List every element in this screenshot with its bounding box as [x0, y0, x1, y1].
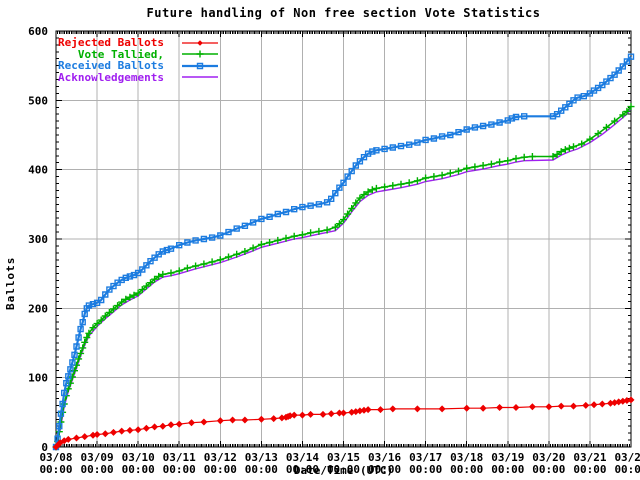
svg-text:03/18: 03/18 — [450, 451, 483, 464]
y-axis-title: Ballots — [4, 256, 17, 310]
svg-text:03/10: 03/10 — [122, 451, 155, 464]
legend-sample-line-icon — [182, 72, 218, 82]
svg-text:00:00: 00:00 — [368, 463, 401, 476]
svg-text:03/15: 03/15 — [327, 451, 360, 464]
legend-sample-line-icon — [182, 49, 218, 59]
legend-label: Vote Tallied, — [77, 47, 164, 61]
svg-text:03/21: 03/21 — [573, 451, 606, 464]
svg-text:00:00: 00:00 — [245, 463, 278, 476]
svg-text:03/20: 03/20 — [532, 451, 565, 464]
svg-text:600: 600 — [28, 25, 48, 38]
svg-text:00:00: 00:00 — [327, 463, 360, 476]
svg-text:00:00: 00:00 — [163, 463, 196, 476]
chart-title: Future handling of Non free section Vote… — [146, 6, 541, 20]
legend-item-vote-tallied: Vote Tallied, — [58, 49, 218, 61]
svg-text:03/14: 03/14 — [286, 451, 319, 464]
svg-text:03/13: 03/13 — [245, 451, 278, 464]
svg-text:03/17: 03/17 — [409, 451, 442, 464]
svg-text:00:00: 00:00 — [450, 463, 483, 476]
legend-item-rejected-ballots: Rejected Ballots — [58, 37, 218, 49]
svg-text:00:00: 00:00 — [491, 463, 524, 476]
legend-label: Received Ballots — [58, 59, 164, 73]
legend-label: Acknowledgements — [58, 70, 164, 84]
svg-text:300: 300 — [28, 233, 48, 246]
legend: Rejected Ballots Vote Tallied, Received … — [58, 37, 218, 83]
svg-text:200: 200 — [28, 302, 48, 315]
legend-sample-line-icon — [182, 61, 218, 71]
svg-text:00:00: 00:00 — [409, 463, 442, 476]
x-axis-title: Date/Time (UTC) — [293, 464, 394, 477]
svg-text:100: 100 — [28, 372, 48, 385]
svg-text:03/19: 03/19 — [491, 451, 524, 464]
legend-sample-line-icon — [182, 38, 218, 48]
svg-text:03/22: 03/22 — [614, 451, 640, 464]
svg-text:03/11: 03/11 — [163, 451, 196, 464]
svg-text:03/09: 03/09 — [81, 451, 114, 464]
svg-text:00:00: 00:00 — [573, 463, 606, 476]
svg-text:00:00: 00:00 — [122, 463, 155, 476]
svg-text:400: 400 — [28, 164, 48, 177]
svg-text:00:00: 00:00 — [204, 463, 237, 476]
svg-text:00:00: 00:00 — [286, 463, 319, 476]
svg-text:0: 0 — [41, 441, 48, 454]
legend-label: Rejected Ballots — [58, 36, 164, 50]
svg-text:00:00: 00:00 — [614, 463, 640, 476]
svg-text:00:00: 00:00 — [81, 463, 114, 476]
svg-text:00:00: 00:00 — [39, 463, 72, 476]
svg-text:03/12: 03/12 — [204, 451, 237, 464]
svg-text:00:00: 00:00 — [532, 463, 565, 476]
legend-item-received-ballots: Received Ballots — [58, 60, 218, 72]
legend-item-acknowledgements: Acknowledgements — [58, 72, 218, 84]
svg-text:03/08: 03/08 — [39, 451, 72, 464]
svg-text:500: 500 — [28, 94, 48, 107]
svg-text:03/16: 03/16 — [368, 451, 401, 464]
